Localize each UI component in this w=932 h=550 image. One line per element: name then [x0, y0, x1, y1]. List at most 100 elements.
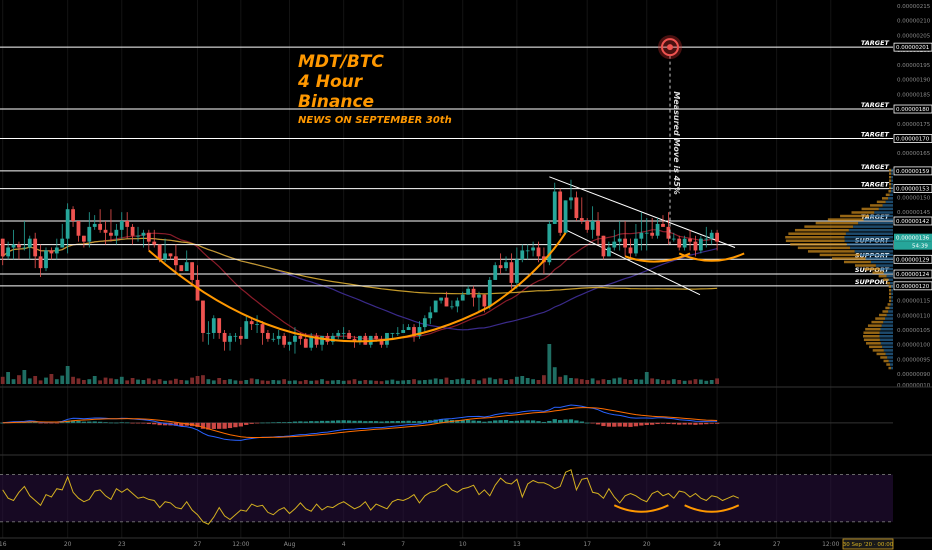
macd-histogram-bar — [639, 422, 644, 426]
macd-panel: 0.000000050.00000000-0.00000005 — [0, 403, 932, 445]
candle-body — [379, 338, 384, 345]
volume-profile-bar — [863, 218, 893, 221]
macd-histogram-bar — [401, 420, 406, 423]
volume-profile-bar — [881, 324, 893, 327]
candle-body — [466, 288, 471, 295]
countdown-label: 54:39 — [912, 244, 928, 250]
volume-bar — [590, 378, 595, 384]
volume-profile-bar — [879, 334, 893, 338]
macd-histogram-bar — [70, 420, 76, 423]
volume-profile-bar — [888, 359, 893, 363]
volume-profile-bar — [855, 264, 876, 267]
volume-bar — [255, 379, 259, 384]
chart-symbol: MDT/BTC — [298, 52, 384, 72]
time-tick-label: 12:00 — [822, 541, 839, 548]
chart-timeframe: 4 Hour — [298, 72, 363, 92]
volume-bar — [514, 376, 519, 384]
volume-profile-bar — [846, 243, 893, 246]
volume-profile-bar — [889, 168, 892, 172]
macd-histogram-bar — [579, 421, 584, 423]
volume-profile-bar — [880, 267, 893, 271]
candle-body — [33, 238, 38, 257]
volume-profile-bar — [863, 338, 880, 342]
macd-histogram-bar — [498, 420, 503, 423]
candle-body — [531, 247, 535, 251]
volume-bar — [27, 378, 32, 384]
candle-body — [179, 265, 184, 272]
volume-profile-bar — [885, 193, 890, 197]
volume-bar — [401, 380, 406, 384]
macd-histogram-bar — [43, 422, 49, 424]
volume-profile-bar — [804, 225, 854, 228]
macd-histogram-bar — [655, 422, 660, 425]
candle-body — [596, 220, 600, 236]
volume-profile-bar — [788, 232, 846, 235]
cup-right-curve — [489, 232, 567, 308]
candle-body — [293, 335, 297, 342]
level-tag: SUPPORT — [855, 278, 890, 286]
macd-histogram-bar — [276, 422, 281, 423]
volume-bar — [11, 379, 16, 384]
macd-histogram-bar — [92, 421, 97, 423]
price-tick-label: 0.00000190 — [897, 78, 931, 84]
macd-histogram-bar — [314, 421, 319, 423]
candle-body — [450, 306, 454, 308]
volume-profile-bar — [876, 352, 886, 356]
candle-body — [103, 229, 108, 233]
volume-bar — [217, 378, 222, 384]
volume-profile-bar — [874, 211, 893, 214]
macd-histogram-bar — [336, 420, 341, 423]
volume-bar — [44, 377, 48, 384]
volume-bar — [320, 379, 324, 384]
candle-body — [482, 294, 487, 307]
macd-histogram-bar — [585, 422, 590, 424]
candle-body — [395, 332, 400, 334]
volume-profile-bar — [883, 278, 889, 281]
volume-bar — [606, 380, 611, 384]
candle-body — [65, 209, 70, 239]
candle-body — [211, 318, 216, 333]
price-tick-label: 0.00000110 — [897, 313, 931, 319]
macd-histogram-bar — [211, 422, 216, 429]
price-level-box — [893, 42, 932, 52]
volume-profile-bar — [888, 190, 891, 193]
time-tick-label: Aug — [284, 541, 296, 548]
volume-bar — [563, 375, 568, 384]
price-tick-label: 0.00000210 — [897, 19, 931, 25]
price-level-box — [893, 104, 932, 114]
candle-body — [303, 338, 308, 348]
price-tick-label: 0.00000095 — [897, 357, 931, 363]
volume-profile-bar — [883, 359, 889, 363]
price-level-label: 0.00000159 — [896, 169, 930, 175]
volume-profile-bar — [885, 200, 893, 204]
time-axis[interactable]: 16 20 23 27 12:00 Aug 4 7 10 13 17 20 24 27 12:00 30 Se… — [0, 537, 932, 550]
candle-body — [504, 262, 508, 269]
time-tick-label: 4 — [342, 541, 346, 548]
volume-profile-bar — [891, 168, 893, 172]
volume-bar — [374, 380, 379, 384]
macd-histogram-bar — [76, 420, 81, 423]
candle-body — [44, 250, 48, 269]
volume-bar — [201, 375, 205, 384]
candle-body — [698, 238, 703, 251]
price-level-label: 0.00000129 — [896, 257, 930, 263]
volume-profile-bar — [883, 349, 893, 352]
volume-bar — [33, 376, 38, 384]
candle-body — [206, 332, 211, 334]
macd-histogram-bar — [227, 422, 233, 429]
macd-histogram-bar — [200, 422, 206, 429]
volume-bar — [661, 380, 665, 384]
macd-histogram-bar — [552, 419, 557, 423]
candle-body — [612, 241, 617, 248]
price-level-box — [893, 184, 932, 193]
candle-body — [358, 335, 362, 342]
candle-body — [650, 232, 655, 236]
time-tick-label: 17 — [583, 541, 591, 548]
candle-body — [509, 262, 514, 283]
macd-histogram-bar — [260, 422, 265, 424]
candle-body — [552, 191, 557, 224]
candle-body — [525, 250, 530, 252]
candle-body — [439, 297, 443, 301]
